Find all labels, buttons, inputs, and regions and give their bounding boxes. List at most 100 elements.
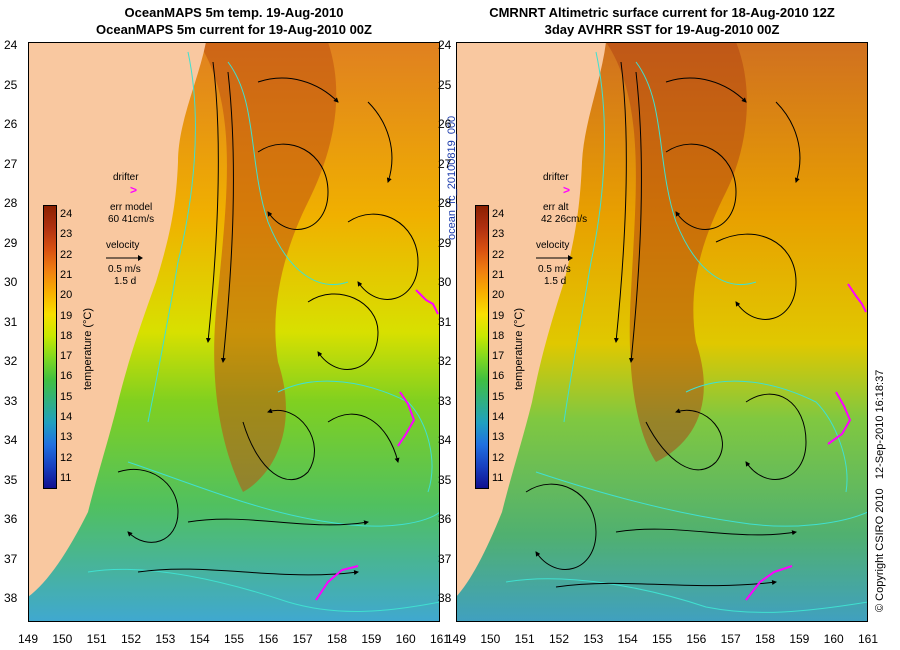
left-drifter-marker-icon: > bbox=[130, 183, 138, 197]
right-colorbar-label: temperature (°C) bbox=[513, 307, 525, 390]
lon-label-right-159: 159 bbox=[789, 632, 810, 646]
lon-label-152: 152 bbox=[121, 632, 142, 646]
colorbar-tick-14: 14 bbox=[492, 411, 505, 423]
lat-label-37: 37 bbox=[4, 551, 18, 566]
left-speed: 0.5 m/s bbox=[108, 264, 141, 275]
right-speed: 0.5 m/s bbox=[538, 264, 571, 275]
left-velocity-label: velocity bbox=[106, 240, 140, 251]
lat-label-right-36: 36 bbox=[438, 512, 452, 526]
lon-label-right-155: 155 bbox=[652, 632, 673, 646]
left-err-value: 60 41cm/s bbox=[108, 214, 155, 225]
lat-label-right-27: 27 bbox=[438, 156, 452, 171]
colorbar-tick-13: 13 bbox=[60, 431, 73, 444]
right-velocity-arrow-icon bbox=[536, 255, 573, 261]
lat-label-right-31: 31 bbox=[438, 314, 452, 329]
colorbar-tick-24: 24 bbox=[492, 208, 505, 220]
colorbar-tick-14: 14 bbox=[60, 411, 73, 423]
right-contours bbox=[505, 51, 868, 613]
colorbar-tick-17: 17 bbox=[60, 350, 73, 363]
copyright-text: © Copyright CSIRO 2010 bbox=[874, 488, 886, 612]
colorbar-tick-22: 22 bbox=[492, 248, 505, 261]
lat-label-38: 38 bbox=[4, 591, 18, 605]
lat-label-right-33: 33 bbox=[438, 393, 452, 408]
right-panel-title: CMRNRT Altimetric surface current for 18… bbox=[456, 4, 868, 38]
lat-label-right-37: 37 bbox=[438, 551, 452, 566]
copyright-label: © Copyright CSIRO 2010 12-Sep-2010 16:18… bbox=[874, 370, 886, 612]
lon-label-right-150: 150 bbox=[480, 632, 501, 646]
lat-label-35: 35 bbox=[4, 472, 18, 487]
left-current-streamlines bbox=[117, 61, 419, 576]
lon-label-right-157: 157 bbox=[720, 632, 741, 646]
lon-label-right-161: 161 bbox=[858, 632, 879, 646]
lon-label-right-151: 151 bbox=[514, 632, 535, 646]
lat-label-right-35: 35 bbox=[438, 472, 452, 487]
lat-label-right-25: 25 bbox=[438, 77, 452, 92]
right-title-line1: CMRNRT Altimetric surface current for 18… bbox=[489, 5, 835, 20]
lat-label-26: 26 bbox=[4, 117, 18, 131]
colorbar-tick-22: 22 bbox=[60, 248, 73, 261]
colorbar-tick-11: 11 bbox=[492, 471, 504, 484]
left-velocity-arrow-icon bbox=[106, 255, 143, 261]
right-err-value: 42 26cm/s bbox=[541, 214, 588, 225]
colorbar-tick-21: 21 bbox=[492, 268, 505, 281]
lat-label-33: 33 bbox=[4, 393, 18, 408]
timestamp-text: 12-Sep-2010 16:18:37 bbox=[874, 369, 886, 480]
left-title-line1: OceanMAPS 5m temp. 19-Aug-2010 bbox=[124, 5, 344, 20]
colorbar-tick-23: 23 bbox=[492, 228, 505, 241]
colorbar-tick-20: 20 bbox=[60, 289, 73, 302]
lat-label-25: 25 bbox=[4, 77, 18, 92]
lat-label-27: 27 bbox=[4, 156, 18, 171]
right-drifter-marker-icon: > bbox=[563, 183, 571, 197]
colorbar-tick-24: 24 bbox=[60, 208, 73, 220]
left-map-svg bbox=[28, 42, 440, 622]
lat-label-right-30: 30 bbox=[438, 275, 452, 289]
left-contours bbox=[87, 51, 440, 612]
colorbar-tick-18: 18 bbox=[492, 329, 505, 342]
lon-label-161: 161 bbox=[430, 632, 451, 646]
lon-label-158: 158 bbox=[327, 632, 348, 646]
lat-label-36: 36 bbox=[4, 512, 18, 526]
colorbar-tick-16: 16 bbox=[60, 370, 73, 383]
left-land bbox=[28, 42, 206, 597]
right-title-line2: 3day AVHRR SST for 19-Aug-2010 00Z bbox=[544, 22, 780, 37]
left-colorbar-label: temperature (°C) bbox=[82, 307, 94, 390]
lon-label-159: 159 bbox=[361, 632, 382, 646]
lon-label-right-149: 149 bbox=[446, 632, 467, 646]
lon-label-154: 154 bbox=[189, 632, 210, 646]
right-drifter-tracks bbox=[745, 283, 867, 601]
lon-label-right-158: 158 bbox=[755, 632, 776, 646]
lon-label-156: 156 bbox=[258, 632, 279, 646]
lat-label-right-34: 34 bbox=[438, 433, 452, 447]
right-colorbar bbox=[475, 205, 489, 489]
lon-label-149: 149 bbox=[18, 632, 39, 646]
right-map-svg bbox=[456, 42, 868, 622]
lat-label-29: 29 bbox=[4, 235, 18, 250]
right-velocity-label: velocity bbox=[536, 240, 570, 251]
lon-label-right-153: 153 bbox=[583, 632, 604, 646]
colorbar-tick-19: 19 bbox=[492, 309, 505, 322]
colorbar-tick-17: 17 bbox=[492, 350, 505, 363]
colorbar-tick-13: 13 bbox=[492, 431, 505, 444]
lon-label-153: 153 bbox=[155, 632, 176, 646]
lat-label-right-29: 29 bbox=[438, 235, 452, 250]
lon-label-157: 157 bbox=[292, 632, 313, 646]
right-err-label: err alt bbox=[543, 202, 569, 213]
colorbar-tick-15: 15 bbox=[60, 390, 73, 403]
colorbar-tick-16: 16 bbox=[492, 370, 505, 383]
lon-label-155: 155 bbox=[224, 632, 245, 646]
right-land bbox=[456, 42, 606, 597]
lat-label-30: 30 bbox=[4, 275, 18, 289]
right-map-panel[interactable] bbox=[456, 42, 868, 622]
lon-label-right-160: 160 bbox=[823, 632, 844, 646]
colorbar-tick-12: 12 bbox=[492, 451, 505, 464]
left-map-panel[interactable] bbox=[28, 42, 440, 622]
right-drifter-label: drifter bbox=[543, 172, 569, 183]
file-id-label: ocean_fc_20100819_000 bbox=[446, 115, 458, 240]
lat-label-34: 34 bbox=[4, 433, 18, 447]
lat-label-32: 32 bbox=[4, 354, 18, 368]
colorbar-tick-18: 18 bbox=[60, 329, 73, 342]
right-current-streamlines bbox=[525, 61, 807, 588]
colorbar-tick-23: 23 bbox=[60, 228, 73, 241]
left-title-line2: OceanMAPS 5m current for 19-Aug-2010 00Z bbox=[96, 22, 372, 37]
lat-label-24: 24 bbox=[4, 38, 18, 52]
